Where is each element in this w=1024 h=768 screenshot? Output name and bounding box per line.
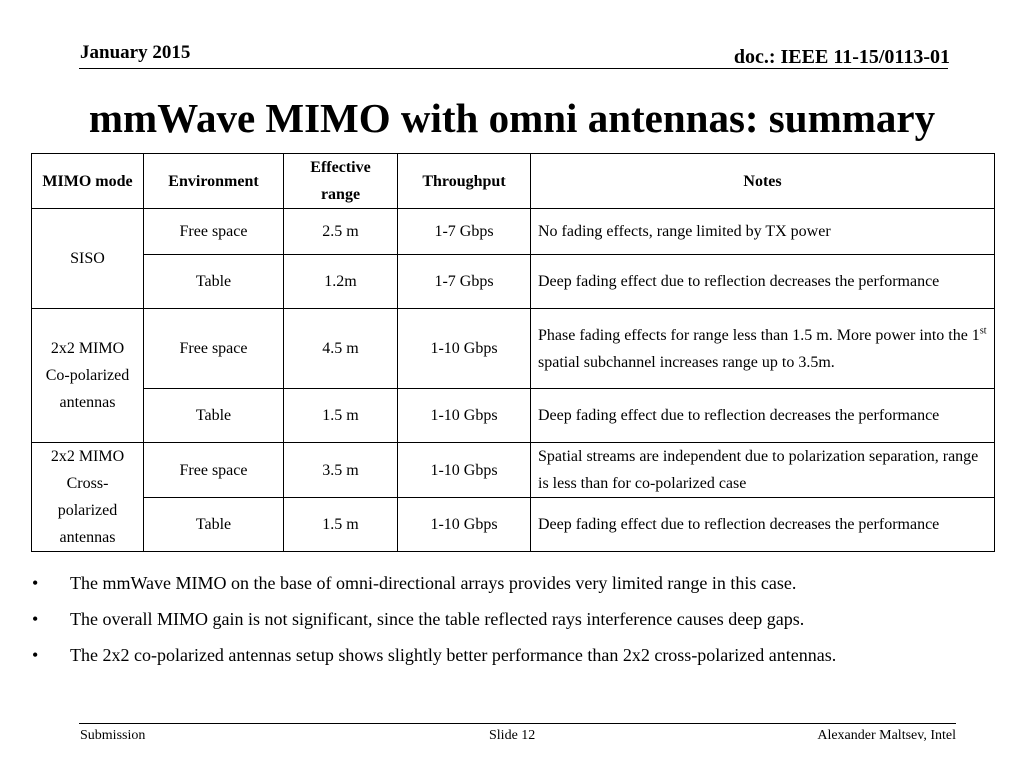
table-row: Table 1.5 m 1-10 Gbps Deep fading effect… bbox=[32, 497, 995, 552]
environment-cell: Free space bbox=[143, 208, 284, 255]
mimo-mode-cell: SISO bbox=[31, 208, 144, 309]
column-header-effective-range: Effective range bbox=[283, 153, 398, 209]
slide-title: mmWave MIMO with omni antennas: summary bbox=[88, 95, 936, 141]
table-row: Table 1.5 m 1-10 Gbps Deep fading effect… bbox=[32, 388, 995, 443]
column-header-notes: Notes bbox=[530, 153, 995, 209]
bullet-marker: • bbox=[32, 645, 39, 665]
column-header-mimo-mode: MIMO mode bbox=[31, 153, 144, 209]
throughput-cell: 1-7 Gbps bbox=[397, 254, 531, 309]
environment-cell: Table bbox=[143, 388, 284, 443]
notes-cell: Spatial streams are independent due to p… bbox=[530, 442, 995, 498]
table-row: Table 1.2m 1-7 Gbps Deep fading effect d… bbox=[32, 254, 995, 309]
throughput-cell: 1-10 Gbps bbox=[397, 442, 531, 498]
mimo-mode-cell: 2x2 MIMO Cross-polarized antennas bbox=[31, 442, 144, 552]
footer-submission: Submission bbox=[80, 728, 146, 743]
table-header-row: MIMO mode Environment Effective range Th… bbox=[31, 153, 995, 209]
header-date: January 2015 bbox=[80, 42, 191, 63]
bullet-text: The mmWave MIMO on the base of omni-dire… bbox=[70, 573, 797, 593]
bullet-marker: • bbox=[32, 609, 39, 629]
environment-cell: Free space bbox=[143, 442, 284, 498]
table-row: 2x2 MIMO Cross-polarized antennas Free s… bbox=[31, 442, 995, 552]
range-cell: 1.5 m bbox=[283, 388, 398, 443]
environment-cell: Table bbox=[143, 497, 284, 552]
column-header-throughput: Throughput bbox=[397, 153, 531, 209]
environment-cell: Free space bbox=[143, 308, 284, 389]
header-divider bbox=[79, 68, 948, 69]
range-cell: 2.5 m bbox=[283, 208, 398, 255]
environment-cell: Table bbox=[143, 254, 284, 309]
footer-author: Alexander Maltsev, Intel bbox=[817, 728, 956, 743]
mimo-mode-cell: 2x2 MIMO Co-polarized antennas bbox=[31, 308, 144, 443]
throughput-cell: 1-10 Gbps bbox=[397, 388, 531, 443]
range-cell: 3.5 m bbox=[283, 442, 398, 498]
ordinal-suffix: st bbox=[979, 325, 987, 337]
throughput-cell: 1-10 Gbps bbox=[397, 308, 531, 389]
summary-table: MIMO mode Environment Effective range Th… bbox=[31, 153, 995, 552]
notes-text: spatial subchannel increases range up to… bbox=[538, 353, 835, 371]
bullet-marker: • bbox=[32, 573, 39, 593]
bullet-text: The 2x2 co-polarized antennas setup show… bbox=[70, 645, 837, 665]
range-cell: 1.5 m bbox=[283, 497, 398, 552]
notes-cell: Deep fading effect due to reflection dec… bbox=[530, 388, 995, 443]
notes-cell: Deep fading effect due to reflection dec… bbox=[530, 254, 995, 309]
notes-text: Phase fading effects for range less than… bbox=[538, 326, 980, 344]
bullet-item: • The overall MIMO gain is not significa… bbox=[30, 606, 1005, 633]
notes-cell: Phase fading effects for range less than… bbox=[530, 308, 995, 389]
throughput-cell: 1-10 Gbps bbox=[397, 497, 531, 552]
range-cell: 4.5 m bbox=[283, 308, 398, 389]
bullet-item: • The 2x2 co-polarized antennas setup sh… bbox=[30, 642, 1005, 669]
bullet-text: The overall MIMO gain is not significant… bbox=[70, 609, 805, 629]
table-row: 2x2 MIMO Co-polarized antennas Free spac… bbox=[31, 308, 995, 443]
header-doc-id: doc.: IEEE 11-15/0113-01 bbox=[733, 46, 950, 68]
throughput-cell: 1-7 Gbps bbox=[397, 208, 531, 255]
footer-slide-number: Slide 12 bbox=[489, 728, 536, 743]
table-row: SISO Free space 2.5 m 1-7 Gbps No fading… bbox=[31, 208, 995, 309]
summary-bullets: • The mmWave MIMO on the base of omni-di… bbox=[30, 570, 1005, 678]
notes-cell: No fading effects, range limited by TX p… bbox=[530, 208, 995, 255]
bullet-item: • The mmWave MIMO on the base of omni-di… bbox=[30, 570, 1005, 597]
notes-cell: Deep fading effect due to reflection dec… bbox=[530, 497, 995, 552]
column-header-environment: Environment bbox=[143, 153, 284, 209]
range-cell: 1.2m bbox=[283, 254, 398, 309]
footer-divider bbox=[79, 723, 956, 724]
